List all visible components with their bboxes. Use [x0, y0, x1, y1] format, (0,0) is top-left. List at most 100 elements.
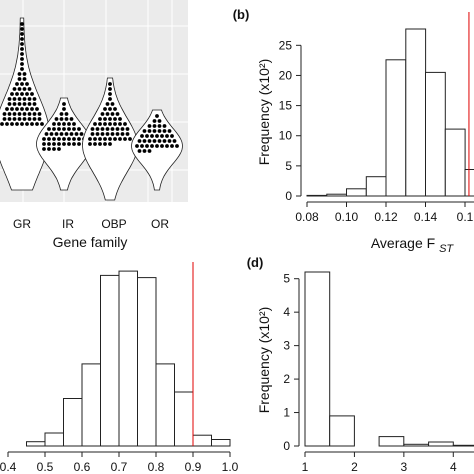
data-point [49, 132, 54, 136]
data-point [25, 107, 29, 111]
data-point [62, 107, 66, 111]
histogram-bar [346, 188, 367, 197]
data-point [2, 117, 7, 121]
data-point [20, 82, 24, 86]
data-point [7, 102, 12, 106]
data-point [145, 134, 149, 138]
data-point [105, 127, 110, 131]
data-point [20, 62, 24, 66]
x-tick-label: 1.0 [222, 460, 239, 474]
data-point [95, 132, 100, 136]
data-point [108, 122, 112, 126]
data-point [32, 117, 37, 121]
data-point [160, 144, 164, 148]
x-tick-label: 0.1 [457, 210, 474, 224]
data-point [25, 82, 29, 86]
histogram-bar [464, 169, 474, 197]
data-point [95, 127, 100, 131]
panel-b-histogram: 0.08 0.10 0.12 0.14 0.10510152025(b)Frequenc… [233, 7, 474, 255]
data-point [90, 127, 95, 131]
data-point [52, 122, 56, 126]
data-point [22, 72, 27, 76]
histogram-bar [155, 363, 175, 447]
data-point [152, 119, 157, 123]
tick-label-OR: OR [151, 217, 169, 231]
data-point [113, 122, 117, 126]
data-point [110, 127, 115, 131]
data-point [155, 144, 159, 148]
data-point [7, 97, 12, 101]
data-point [62, 122, 66, 126]
data-point [115, 112, 120, 116]
data-point [125, 127, 130, 131]
histogram-bar [452, 444, 474, 447]
data-point [59, 132, 64, 136]
data-point [100, 112, 105, 116]
x-tick-label: 0.5 [37, 460, 54, 474]
data-point [108, 137, 112, 141]
data-point [10, 92, 14, 96]
data-point [150, 144, 154, 148]
y-tick-label: 10 [279, 129, 293, 143]
tick-label-OBP: OBP [101, 217, 126, 231]
data-point [108, 142, 112, 146]
data-point [155, 134, 159, 138]
tick-label-IR: IR [62, 217, 74, 231]
data-point [69, 132, 74, 136]
data-point [15, 122, 19, 126]
data-point [17, 112, 22, 116]
data-point [20, 92, 24, 96]
data-point [90, 132, 95, 136]
data-point [35, 122, 39, 126]
data-point [77, 137, 81, 141]
data-point [108, 82, 112, 86]
data-point [157, 124, 162, 128]
data-point [42, 147, 46, 151]
data-point [5, 122, 9, 126]
data-point [147, 139, 152, 143]
data-point [27, 102, 32, 106]
data-point [0, 122, 4, 126]
y-tick-label: 15 [279, 99, 293, 113]
data-point [98, 117, 102, 121]
y-tick-label: 1 [283, 406, 290, 420]
data-point [103, 142, 107, 146]
data-point [22, 87, 27, 91]
data-point [120, 127, 125, 131]
data-point [120, 132, 125, 136]
data-point [17, 77, 22, 81]
data-point [88, 142, 92, 146]
data-point [69, 117, 74, 121]
data-point [72, 127, 76, 131]
data-point [59, 117, 64, 121]
data-point [72, 142, 76, 146]
y-tick-label: 4 [283, 305, 290, 319]
data-point [22, 102, 27, 106]
x-tick-label: 0.4 [0, 460, 17, 474]
data-point [47, 127, 51, 131]
data-point [12, 117, 17, 121]
data-point [172, 139, 177, 143]
data-point [25, 122, 29, 126]
data-point [64, 117, 69, 121]
data-point [103, 107, 107, 111]
data-point [10, 122, 14, 126]
data-point [103, 117, 107, 121]
histogram-bar [365, 176, 387, 197]
histogram-bar [378, 436, 405, 447]
data-point [170, 144, 174, 148]
histogram-bar [81, 363, 101, 447]
data-point [37, 112, 42, 116]
data-point [12, 97, 17, 101]
histogram-bar [174, 391, 194, 447]
data-point [140, 144, 144, 148]
data-point [20, 32, 24, 36]
data-point [47, 137, 51, 141]
data-point [105, 132, 110, 136]
data-point [142, 129, 147, 133]
x-axis-label: Average F ST [371, 235, 455, 255]
data-point [42, 137, 46, 141]
data-point [100, 132, 105, 136]
